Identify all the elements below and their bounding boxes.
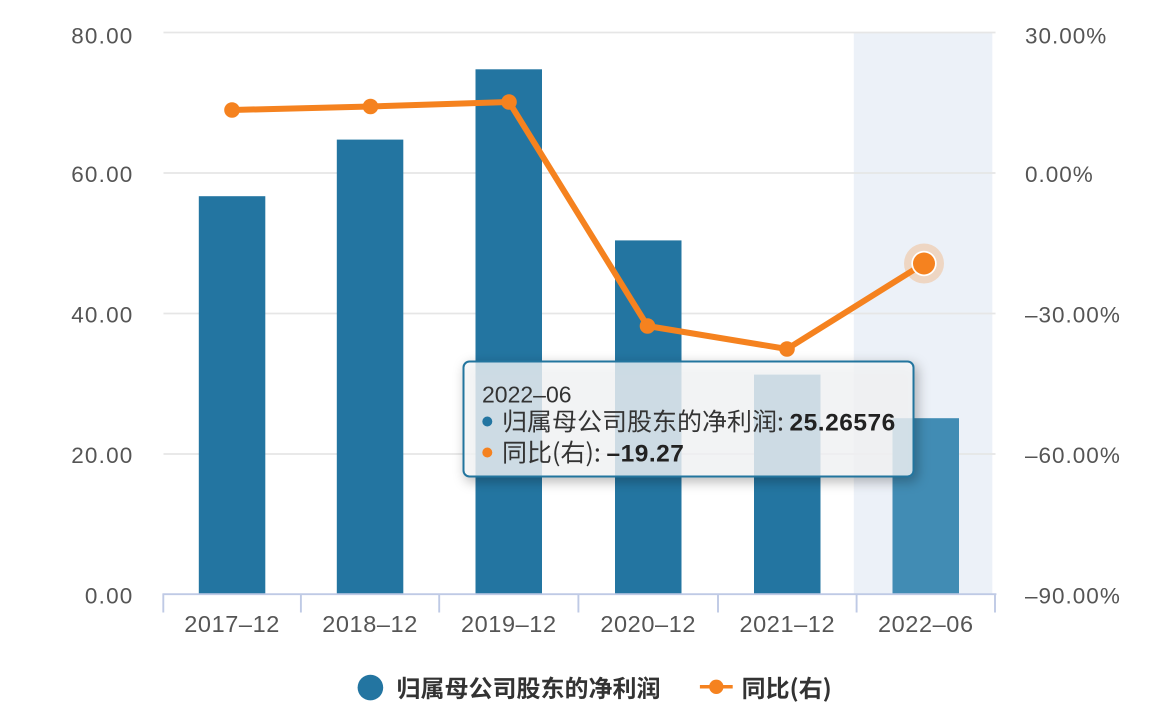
svg-text:–90.00%: –90.00% [1025, 584, 1121, 609]
svg-text:2022–06: 2022–06 [878, 611, 974, 637]
svg-text:60.00: 60.00 [71, 162, 133, 187]
svg-text:–19.27: –19.27 [606, 441, 684, 468]
svg-text:2021–12: 2021–12 [739, 611, 835, 637]
svg-text:2022–06: 2022–06 [482, 382, 572, 408]
svg-text:–30.00%: –30.00% [1025, 303, 1121, 328]
svg-text:25.26576: 25.26576 [790, 410, 896, 437]
svg-text:–60.00%: –60.00% [1025, 443, 1121, 468]
svg-text:20.00: 20.00 [71, 443, 133, 468]
svg-text:0.00: 0.00 [85, 584, 134, 609]
svg-text:30.00%: 30.00% [1025, 24, 1107, 49]
svg-text:80.00: 80.00 [71, 24, 133, 49]
svg-text:2018–12: 2018–12 [322, 611, 418, 637]
svg-text:40.00: 40.00 [71, 303, 133, 328]
svg-text:0.00%: 0.00% [1025, 162, 1094, 187]
svg-text:2020–12: 2020–12 [600, 611, 696, 637]
svg-text:2019–12: 2019–12 [461, 611, 557, 637]
svg-text:2017–12: 2017–12 [184, 611, 280, 637]
